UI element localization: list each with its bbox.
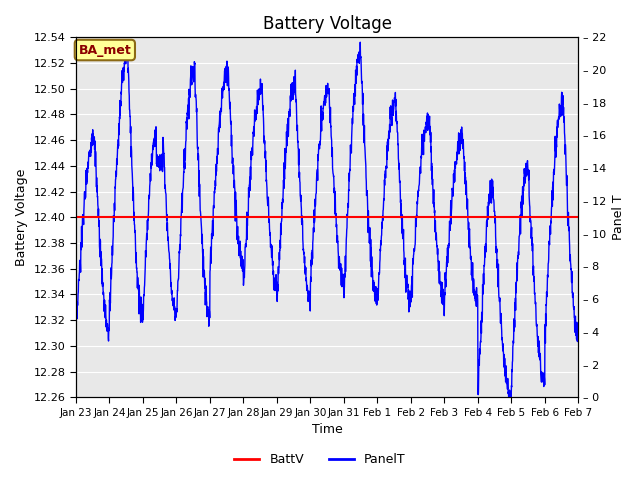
Title: Battery Voltage: Battery Voltage xyxy=(262,15,392,33)
Legend: BattV, PanelT: BattV, PanelT xyxy=(229,448,411,471)
Text: BA_met: BA_met xyxy=(79,44,131,57)
Y-axis label: Panel T: Panel T xyxy=(612,194,625,240)
X-axis label: Time: Time xyxy=(312,423,342,436)
Y-axis label: Battery Voltage: Battery Voltage xyxy=(15,168,28,266)
